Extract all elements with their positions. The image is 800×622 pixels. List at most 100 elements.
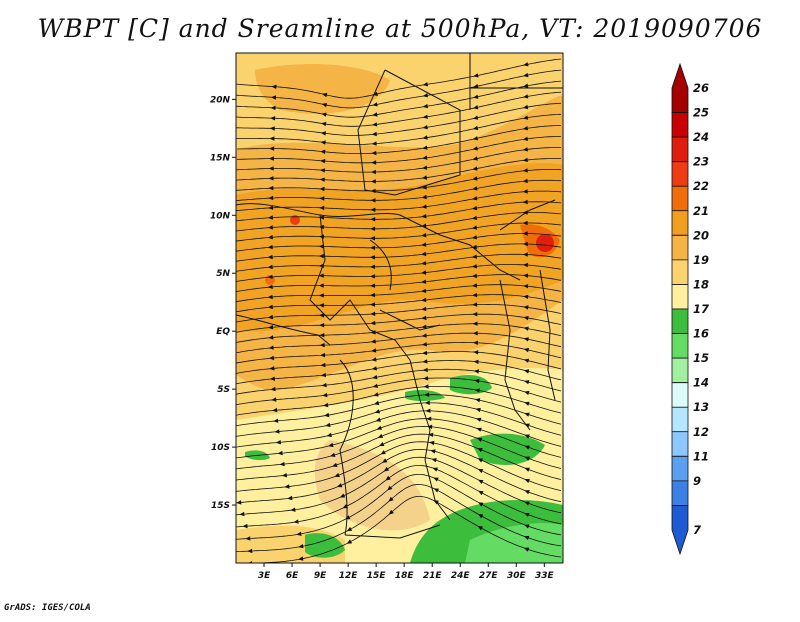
streamline-arrow xyxy=(471,244,477,250)
streamline xyxy=(236,425,562,470)
streamline-arrow xyxy=(524,434,530,439)
streamline xyxy=(236,332,562,353)
streamline xyxy=(236,386,562,416)
streamline-arrow xyxy=(296,531,302,536)
streamline-arrow xyxy=(320,140,326,145)
streamline-arrow xyxy=(476,437,483,442)
streamline-arrow xyxy=(272,407,278,413)
streamline-arrow xyxy=(372,91,378,96)
streamline-arrow xyxy=(268,176,274,181)
streamline-arrow xyxy=(523,305,529,310)
streamline-arrow xyxy=(524,512,530,517)
streamline-arrow xyxy=(247,548,253,554)
lat-tick-label: 15N xyxy=(210,153,231,163)
streamline xyxy=(236,368,562,395)
streamline-arrow xyxy=(523,284,529,289)
colorbar-swatch xyxy=(671,284,689,310)
streamline-arrow xyxy=(524,390,530,396)
streamline xyxy=(237,125,562,154)
streamline-arrow xyxy=(267,274,273,279)
streamline-arrow xyxy=(422,93,428,98)
streamline-arrow xyxy=(267,284,273,289)
streamline xyxy=(236,303,562,323)
streamline-arrow xyxy=(471,225,478,230)
colorbar-label: 22 xyxy=(693,179,709,193)
streamline-arrow xyxy=(274,429,280,434)
streamline-arrow xyxy=(267,235,273,240)
streamline-arrow xyxy=(472,146,478,151)
streamline-arrow xyxy=(477,514,484,519)
streamline-arrow xyxy=(319,333,325,338)
streamline-arrow xyxy=(522,231,528,236)
streamline-arrow xyxy=(372,375,378,380)
streamline-arrow xyxy=(321,112,327,117)
streamline xyxy=(236,147,561,173)
streamline-arrow xyxy=(388,496,394,502)
streamline-arrow xyxy=(426,416,432,421)
streamline-arrow xyxy=(423,376,429,381)
colorbar-swatch xyxy=(671,161,689,187)
streamline-arrow xyxy=(475,398,481,403)
streamline-arrow xyxy=(374,409,381,414)
streamline-arrow xyxy=(472,125,479,131)
lon-tick-label: 21E xyxy=(423,571,443,581)
streamline-arrow xyxy=(472,312,478,317)
streamline-arrow xyxy=(319,215,325,220)
streamline-arrow xyxy=(372,122,378,127)
streamline-arrow xyxy=(422,367,428,373)
streamline-arrow xyxy=(290,507,296,512)
streamline-arrow xyxy=(422,103,428,109)
streamline-arrow xyxy=(332,462,338,467)
colorbar-label: 13 xyxy=(693,400,709,414)
colorbar-swatch xyxy=(671,382,689,408)
streamline-arrow xyxy=(421,214,427,219)
streamline-arrow xyxy=(318,293,324,298)
streamline-arrow xyxy=(421,204,427,209)
streamline-arrow xyxy=(433,488,439,493)
streamline-arrow xyxy=(522,157,528,163)
streamline-arrow xyxy=(477,458,483,463)
streamline-arrow xyxy=(523,337,529,342)
streamline-arrow xyxy=(267,225,273,230)
streamline-arrow xyxy=(370,188,376,194)
colorbar-label: 16 xyxy=(693,327,709,341)
streamline xyxy=(250,496,562,563)
streamline-arrow xyxy=(267,254,273,260)
streamline-arrow xyxy=(370,198,376,203)
streamline-arrow xyxy=(321,102,327,108)
streamline-arrow xyxy=(319,342,325,348)
streamline-arrow xyxy=(428,432,434,437)
streamline-arrow xyxy=(336,483,343,488)
streamline-arrow xyxy=(273,418,279,423)
colorbar-label: 7 xyxy=(693,523,701,537)
streamline-arrow xyxy=(324,412,330,418)
streamline-arrow xyxy=(268,355,275,361)
streamline xyxy=(236,136,561,164)
streamline xyxy=(236,102,562,136)
streamline-arrow xyxy=(370,226,376,231)
streamline-arrow xyxy=(369,255,375,260)
streamline-arrow xyxy=(471,273,477,279)
streamline-arrow xyxy=(242,523,248,529)
streamline-arrow xyxy=(346,539,353,544)
streamline-arrow xyxy=(432,467,438,472)
streamline xyxy=(236,284,562,303)
streamline-arrow xyxy=(424,392,430,397)
streamline-arrow xyxy=(268,345,274,350)
streamline-arrow xyxy=(478,479,484,484)
streamline-arrow xyxy=(429,440,435,446)
streamline xyxy=(236,212,562,232)
streamline-arrow xyxy=(370,320,376,326)
streamline-arrow xyxy=(471,264,477,269)
streamline-arrow xyxy=(323,402,329,408)
colorbar-label: 24 xyxy=(693,130,709,144)
streamline-arrow xyxy=(371,160,377,165)
colorbar-label: 18 xyxy=(693,277,709,291)
streamline-arrow xyxy=(388,509,394,515)
streamline xyxy=(236,190,562,212)
streamline xyxy=(236,264,562,282)
colorbar: 26 25 24 23 22 21 20 19 18 17 16 15 14 13 12 11 9 7 xyxy=(671,62,709,556)
streamline-arrow xyxy=(421,324,427,329)
lon-tick-label: 24E xyxy=(451,571,471,581)
streamline-arrow xyxy=(269,136,275,141)
